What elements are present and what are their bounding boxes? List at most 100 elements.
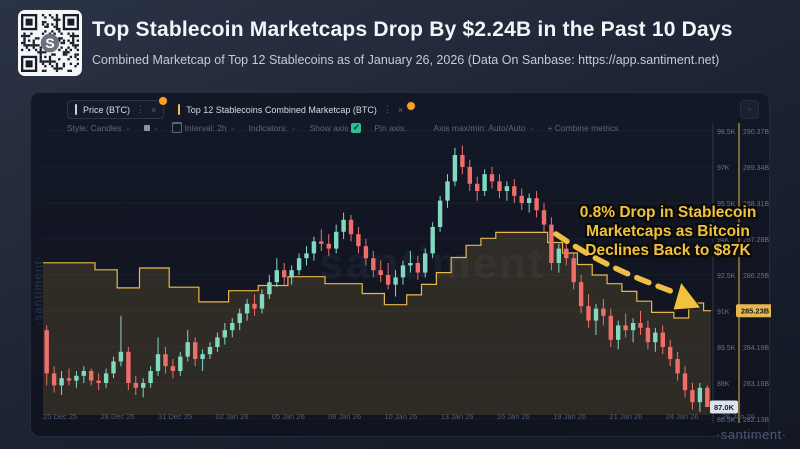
candle-body	[155, 354, 161, 371]
page-title: Top Stablecoin Marketcaps Drop By $2.24B…	[92, 18, 733, 41]
candle-body	[193, 342, 198, 359]
price-axis-label: 91K	[717, 309, 730, 316]
metric-tab-price[interactable]: Price (BTC) ⋮ ×	[67, 96, 169, 119]
chart-panel: Price (BTC) ⋮ × Top 12 Stablecoins Combi…	[30, 92, 771, 438]
qr-logo-letter: S	[45, 35, 54, 51]
candle-body	[482, 174, 487, 191]
candle-body	[89, 371, 94, 381]
candle-body	[334, 231, 339, 249]
candle-body	[59, 378, 64, 386]
candle-body	[489, 174, 495, 182]
annotation-line: Declines Back to $87K	[585, 242, 751, 260]
marketcap-axis-label: 288.31B	[743, 201, 769, 208]
candle-body	[467, 167, 472, 184]
notification-dot	[158, 96, 169, 106]
x-axis-date: 08 Jan 26	[328, 412, 362, 421]
price-axis-label: 89.5K	[717, 345, 736, 352]
candle-body	[341, 219, 346, 232]
qr-code: S	[18, 10, 82, 76]
candle-body	[571, 258, 576, 283]
annotation-line: Marketcaps as Bitcoin	[586, 223, 750, 241]
candle-body	[170, 366, 176, 371]
candle-body	[252, 303, 257, 309]
color-swatch-selector[interactable]: ⌄	[143, 124, 159, 132]
interval-selector[interactable]: Interval: 2h ⌄	[171, 122, 236, 133]
candle-body	[126, 351, 131, 383]
candle-body	[230, 323, 235, 331]
candle-body	[475, 183, 480, 191]
candle-body	[259, 294, 265, 309]
notification-dot	[406, 101, 417, 111]
candle-body	[51, 373, 57, 386]
checkbox-checked-icon[interactable]: ✓	[351, 122, 362, 133]
candle-body	[185, 342, 190, 357]
candle-body	[668, 347, 673, 359]
candle-body	[638, 323, 643, 328]
marketcap-axis-label: 284.19B	[743, 345, 769, 352]
price-current-badge-value: 87.0K	[714, 403, 735, 412]
candle-body	[237, 313, 242, 323]
metric-tab-label: Top 12 Stablecoins Combined Marketcap (B…	[186, 104, 377, 115]
candle-body	[348, 219, 354, 235]
x-axis-date: 16 Jan 26	[496, 412, 530, 421]
candle-body	[304, 253, 309, 259]
candle-body	[66, 378, 72, 381]
candle-body	[675, 359, 680, 374]
candle-body	[423, 253, 428, 273]
price-axis-label: 95.5K	[717, 201, 736, 208]
marketcap-axis-label: 287.28B	[743, 237, 769, 244]
price-axis-label: 88K	[717, 381, 730, 388]
marketcap-axis-label: 282.13B	[743, 417, 769, 424]
x-axis-date: 26 Jan 26	[721, 412, 755, 421]
candle-body	[660, 332, 665, 347]
candle-body	[363, 246, 369, 259]
more-icon[interactable]: ⋮	[136, 104, 145, 114]
candle-body	[393, 277, 398, 285]
candle-body	[163, 354, 168, 367]
candle-body	[274, 270, 279, 283]
x-axis-date: 28 Dec 25	[100, 412, 135, 421]
candle-body	[549, 224, 554, 263]
candlestick-chart[interactable]: 98.5K 97K 95.5K 94K 92.5K 91K 89.5K 88K 86.5K 290…	[31, 93, 771, 438]
show-axis-toggle[interactable]: Show axis ✓	[309, 122, 362, 133]
metric-tabs: Price (BTC) ⋮ × Top 12 Stablecoins Combi…	[67, 96, 417, 119]
candle-body	[356, 234, 361, 247]
candle-body	[141, 383, 146, 388]
panel-settings-button[interactable]: ▫	[740, 100, 759, 119]
more-icon[interactable]: ⋮	[382, 104, 392, 114]
candle-body	[512, 186, 517, 196]
candle-body	[697, 387, 703, 403]
close-icon[interactable]: ×	[151, 104, 157, 115]
candle-body	[81, 371, 86, 376]
price-axis-label: 97K	[717, 165, 730, 172]
candle-body	[564, 248, 569, 259]
x-axis-date: 21 Jan 26	[609, 412, 643, 421]
candle-body	[311, 241, 317, 254]
candle-body	[319, 241, 324, 244]
chevron-down-icon: ⌄	[229, 124, 236, 132]
price-axis-label: 92.5K	[717, 273, 736, 280]
combine-metrics-button[interactable]: + Combine metrics	[547, 122, 619, 133]
candle-body	[96, 380, 101, 383]
candle-body	[534, 198, 539, 211]
page-subtitle: Combined Marketcap of Top 12 Stablecoins…	[92, 53, 720, 67]
metric-tab-marketcap[interactable]: Top 12 Stablecoins Combined Marketcap (B…	[178, 101, 417, 115]
candle-body	[586, 306, 591, 321]
candle-body	[148, 371, 153, 383]
close-icon[interactable]: ×	[397, 104, 404, 115]
marketcap-axis-label: 289.34B	[743, 165, 769, 172]
candle-body	[690, 390, 695, 403]
candle-body	[541, 210, 547, 225]
pin-axis-label[interactable]: Pin axis.	[374, 122, 407, 133]
candle-body	[385, 275, 391, 285]
candle-body	[452, 155, 458, 182]
axis-maxmin-selector[interactable]: Axis max/min: Auto/Auto ⌄	[433, 122, 535, 133]
indicators-selector[interactable]: Indicators: ⌄	[248, 122, 297, 133]
candle-body	[222, 330, 227, 338]
candle-body	[445, 181, 450, 201]
x-axis-date: 25 Dec 25	[43, 412, 78, 421]
swatch-icon	[143, 124, 150, 131]
style-selector[interactable]: Style: Candles ⌄	[67, 122, 131, 133]
candle-body	[527, 198, 532, 203]
